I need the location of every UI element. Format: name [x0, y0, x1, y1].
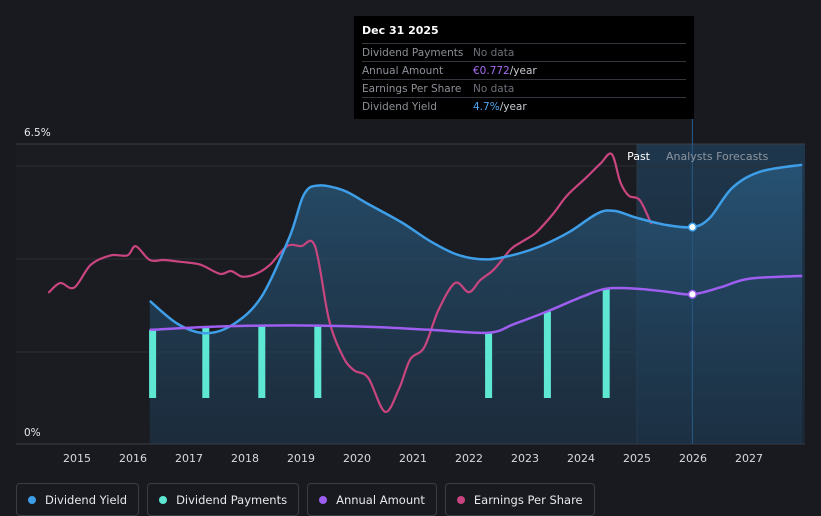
legend-annual-amount[interactable]: Annual Amount — [307, 483, 437, 516]
x-tick-label: 2018 — [231, 452, 259, 465]
y-axis-bottom-label: 0% — [24, 427, 41, 439]
dividend-yield-marker — [687, 222, 697, 232]
legend-label: Dividend Payments — [176, 492, 288, 507]
legend-dot-icon — [456, 495, 465, 504]
tooltip-label: Dividend Payments — [362, 46, 464, 59]
annual-amount-line — [149, 274, 803, 335]
tooltip-value: €0.772 — [473, 64, 510, 77]
forecast-label: Analysts Forecasts — [666, 150, 769, 163]
x-tick-label: 2023 — [511, 452, 539, 465]
tooltip: Dec 31 2025 Dividend Payments No data An… — [354, 16, 694, 119]
dividend-payment-bar — [543, 311, 551, 398]
dividend-payment-bar — [149, 329, 157, 398]
tooltip-date: Dec 31 2025 — [362, 24, 439, 37]
legend-dividend-payments[interactable]: Dividend Payments — [147, 483, 300, 516]
dividend-payment-bar — [314, 325, 322, 398]
x-tick-label: 2016 — [119, 452, 147, 465]
legend-label: Dividend Yield — [45, 492, 128, 507]
x-tick-label: 2015 — [63, 452, 91, 465]
x-tick-label: 2017 — [175, 452, 203, 465]
x-tick-label: 2021 — [399, 452, 427, 465]
x-tick-label: 2026 — [679, 452, 707, 465]
legend-earnings-per-share[interactable]: Earnings Per Share — [444, 483, 595, 516]
x-tick-label: 2022 — [455, 452, 483, 465]
legend-dot-icon — [319, 495, 328, 504]
legend-label: Annual Amount — [336, 492, 425, 507]
legend: Dividend Yield Dividend Payments Annual … — [16, 483, 595, 516]
past-label: Past — [627, 150, 651, 163]
legend-dot-icon — [28, 495, 36, 504]
x-tick-label: 2027 — [735, 452, 763, 465]
tooltip-value: 4.7% — [473, 100, 500, 113]
dividend-payment-bar — [602, 288, 610, 398]
y-axis-top-label: 6.5% — [24, 127, 51, 139]
dividend-payment-bar — [202, 327, 210, 398]
x-tick-label: 2025 — [623, 452, 651, 465]
tooltip-value: No data — [473, 82, 515, 95]
x-tick-label: 2020 — [343, 452, 371, 465]
tooltip-row-dividend-yield: Dividend Yield 4.7%/year — [362, 97, 686, 115]
legend-dot-icon — [159, 495, 168, 504]
legend-label: Earnings Per Share — [473, 492, 583, 507]
x-tick-label: 2024 — [567, 452, 595, 465]
tooltip-label: Annual Amount — [362, 64, 444, 77]
tooltip-unit: /year — [499, 100, 527, 113]
dividend-yield-area — [149, 164, 803, 445]
tooltip-label: Earnings Per Share — [362, 82, 462, 95]
legend-dividend-yield[interactable]: Dividend Yield — [16, 483, 140, 516]
tooltip-row-annual-amount: Annual Amount €0.772/year — [362, 61, 686, 79]
dividend-payment-bar — [485, 332, 493, 398]
x-tick-label: 2019 — [287, 452, 315, 465]
tooltip-row-dividend-payments: Dividend Payments No data — [362, 43, 686, 61]
tooltip-value: No data — [473, 46, 515, 59]
earnings-per-share-line — [47, 152, 653, 413]
annual-amount-marker — [687, 289, 697, 299]
dividend-payment-bar — [258, 325, 266, 398]
tooltip-unit: /year — [509, 64, 537, 77]
tooltip-label: Dividend Yield — [362, 100, 437, 113]
tooltip-row-earnings-per-share: Earnings Per Share No data — [362, 79, 686, 97]
